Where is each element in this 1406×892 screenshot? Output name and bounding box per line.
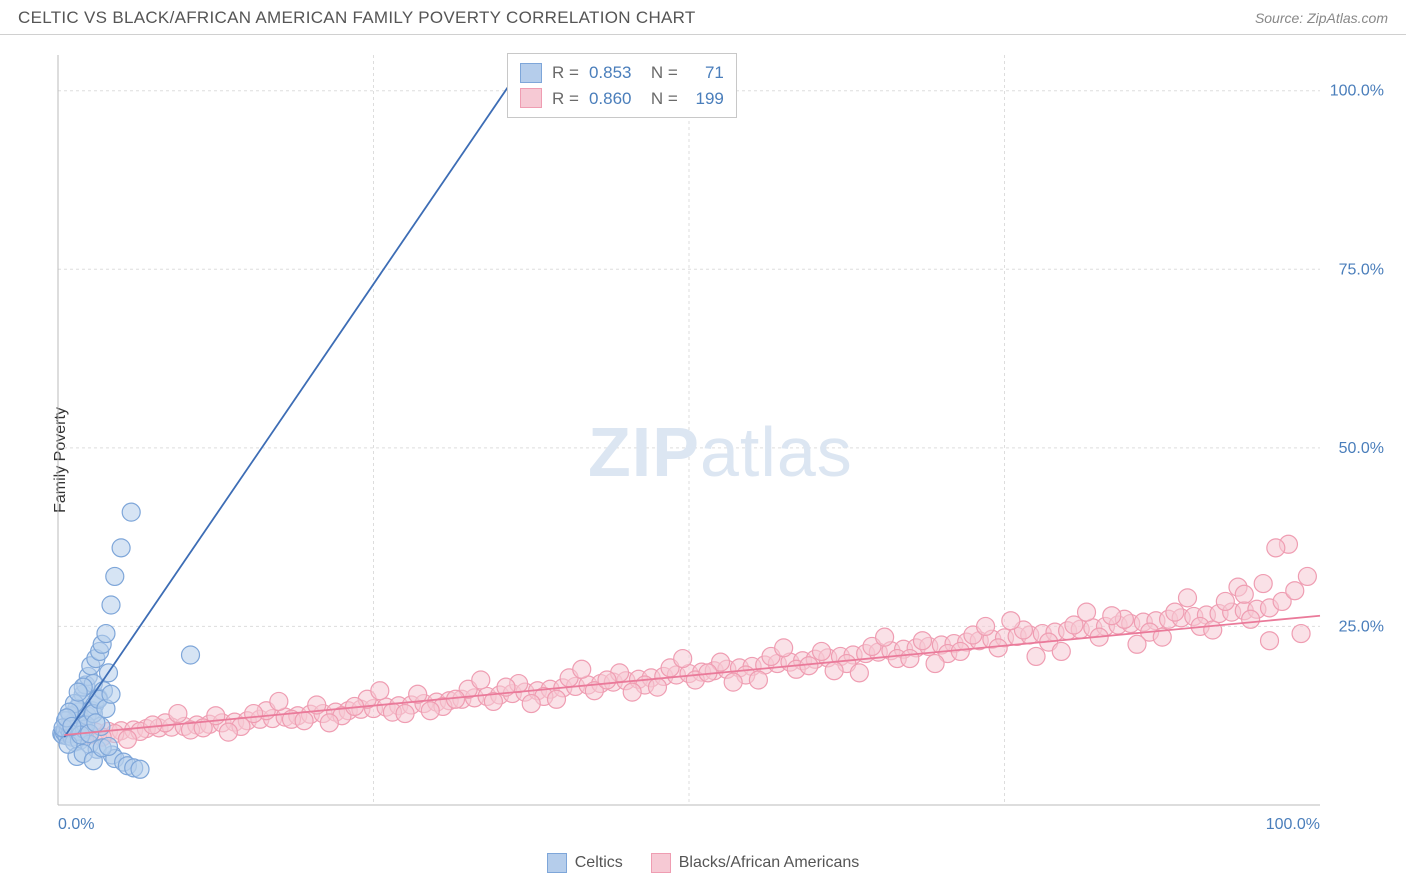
scatter-point bbox=[118, 730, 136, 748]
scatter-point bbox=[1286, 582, 1304, 600]
scatter-point bbox=[112, 539, 130, 557]
legend-n-label: N = bbox=[641, 86, 677, 112]
scatter-point bbox=[573, 660, 591, 678]
scatter-point bbox=[648, 678, 666, 696]
scatter-point bbox=[850, 664, 868, 682]
scatter-point bbox=[1027, 647, 1045, 665]
scatter-point bbox=[813, 642, 831, 660]
legend-swatch bbox=[651, 853, 671, 873]
scatter-point bbox=[926, 655, 944, 673]
legend-swatch bbox=[520, 63, 542, 83]
scatter-point bbox=[182, 646, 200, 664]
ytick-label: 25.0% bbox=[1339, 618, 1384, 635]
scatter-point bbox=[749, 671, 767, 689]
legend-swatch bbox=[547, 853, 567, 873]
chart-container: Family Poverty 25.0%50.0%75.0%100.0%0.0%… bbox=[0, 35, 1406, 885]
chart-header: CELTIC VS BLACK/AFRICAN AMERICAN FAMILY … bbox=[0, 0, 1406, 35]
xtick-label: 100.0% bbox=[1266, 816, 1320, 833]
scatter-point bbox=[522, 695, 540, 713]
legend-n-value: 71 bbox=[688, 60, 724, 86]
scatter-point bbox=[102, 596, 120, 614]
scatter-point bbox=[1292, 625, 1310, 643]
scatter-plot-svg: 25.0% 50.0% 75.0% 100.0% 0.0% 100.0% bbox=[52, 49, 1390, 835]
scatter-point bbox=[219, 723, 237, 741]
scatter-point bbox=[1261, 632, 1279, 650]
series-legend-item: Celtics bbox=[547, 853, 623, 873]
series-legend-item: Blacks/African Americans bbox=[651, 853, 860, 873]
legend-n-value: 199 bbox=[688, 86, 724, 112]
scatter-point bbox=[245, 705, 263, 723]
legend-r-label: R = bbox=[552, 60, 579, 86]
scatter-point bbox=[1216, 592, 1234, 610]
scatter-point bbox=[1178, 589, 1196, 607]
scatter-point bbox=[989, 639, 1007, 657]
series-legend-label: Blacks/African Americans bbox=[679, 854, 860, 872]
scatter-point bbox=[144, 716, 162, 734]
scatter-point bbox=[1204, 621, 1222, 639]
trend-line bbox=[64, 616, 1320, 735]
scatter-point bbox=[1235, 585, 1253, 603]
legend-r-value: 0.853 bbox=[589, 60, 632, 86]
xtick-label: 0.0% bbox=[58, 816, 94, 833]
scatter-point bbox=[295, 712, 313, 730]
trend-line bbox=[64, 62, 525, 737]
scatter-point bbox=[598, 671, 616, 689]
scatter-point bbox=[1002, 612, 1020, 630]
scatter-point bbox=[1298, 567, 1316, 585]
series-legend: Celtics Blacks/African Americans bbox=[0, 853, 1406, 873]
ytick-label: 100.0% bbox=[1330, 83, 1384, 100]
legend-n-label: N = bbox=[641, 60, 677, 86]
chart-source: Source: ZipAtlas.com bbox=[1255, 10, 1388, 26]
legend-r-value: 0.860 bbox=[589, 86, 632, 112]
scatter-point bbox=[371, 682, 389, 700]
scatter-point bbox=[396, 705, 414, 723]
scatter-point bbox=[1254, 575, 1272, 593]
scatter-point bbox=[106, 567, 124, 585]
correlation-legend: R = 0.853 N = 71 R = 0.860 N = 199 bbox=[507, 53, 737, 118]
scatter-point bbox=[1078, 603, 1096, 621]
scatter-point bbox=[623, 683, 641, 701]
scatter-point bbox=[724, 673, 742, 691]
scatter-point bbox=[951, 642, 969, 660]
scatter-point bbox=[102, 685, 120, 703]
scatter-point bbox=[901, 650, 919, 668]
scatter-point bbox=[913, 632, 931, 650]
series-legend-label: Celtics bbox=[575, 854, 623, 872]
legend-row: R = 0.853 N = 71 bbox=[520, 60, 724, 86]
scatter-point bbox=[270, 692, 288, 710]
legend-r-label: R = bbox=[552, 86, 579, 112]
scatter-point bbox=[876, 628, 894, 646]
scatter-point bbox=[97, 625, 115, 643]
scatter-point bbox=[674, 650, 692, 668]
scatter-point bbox=[320, 714, 338, 732]
scatter-point bbox=[1128, 635, 1146, 653]
scatter-point bbox=[977, 617, 995, 635]
chart-title: CELTIC VS BLACK/AFRICAN AMERICAN FAMILY … bbox=[18, 8, 696, 28]
ytick-label: 75.0% bbox=[1339, 261, 1384, 278]
scatter-point bbox=[472, 671, 490, 689]
plot-area: 25.0%50.0%75.0%100.0%0.0%100.0% ZIPatlas… bbox=[52, 49, 1390, 835]
scatter-point bbox=[1052, 642, 1070, 660]
scatter-point bbox=[1103, 607, 1121, 625]
scatter-point bbox=[1166, 603, 1184, 621]
scatter-point bbox=[1267, 539, 1285, 557]
scatter-point bbox=[99, 737, 117, 755]
legend-row: R = 0.860 N = 199 bbox=[520, 86, 724, 112]
scatter-point bbox=[131, 760, 149, 778]
legend-swatch bbox=[520, 88, 542, 108]
scatter-point bbox=[122, 503, 140, 521]
scatter-point bbox=[547, 690, 565, 708]
scatter-point bbox=[1242, 610, 1260, 628]
scatter-point bbox=[69, 683, 87, 701]
scatter-point bbox=[169, 705, 187, 723]
scatter-point bbox=[775, 639, 793, 657]
scatter-point bbox=[825, 662, 843, 680]
scatter-point bbox=[421, 702, 439, 720]
ytick-label: 50.0% bbox=[1339, 440, 1384, 457]
